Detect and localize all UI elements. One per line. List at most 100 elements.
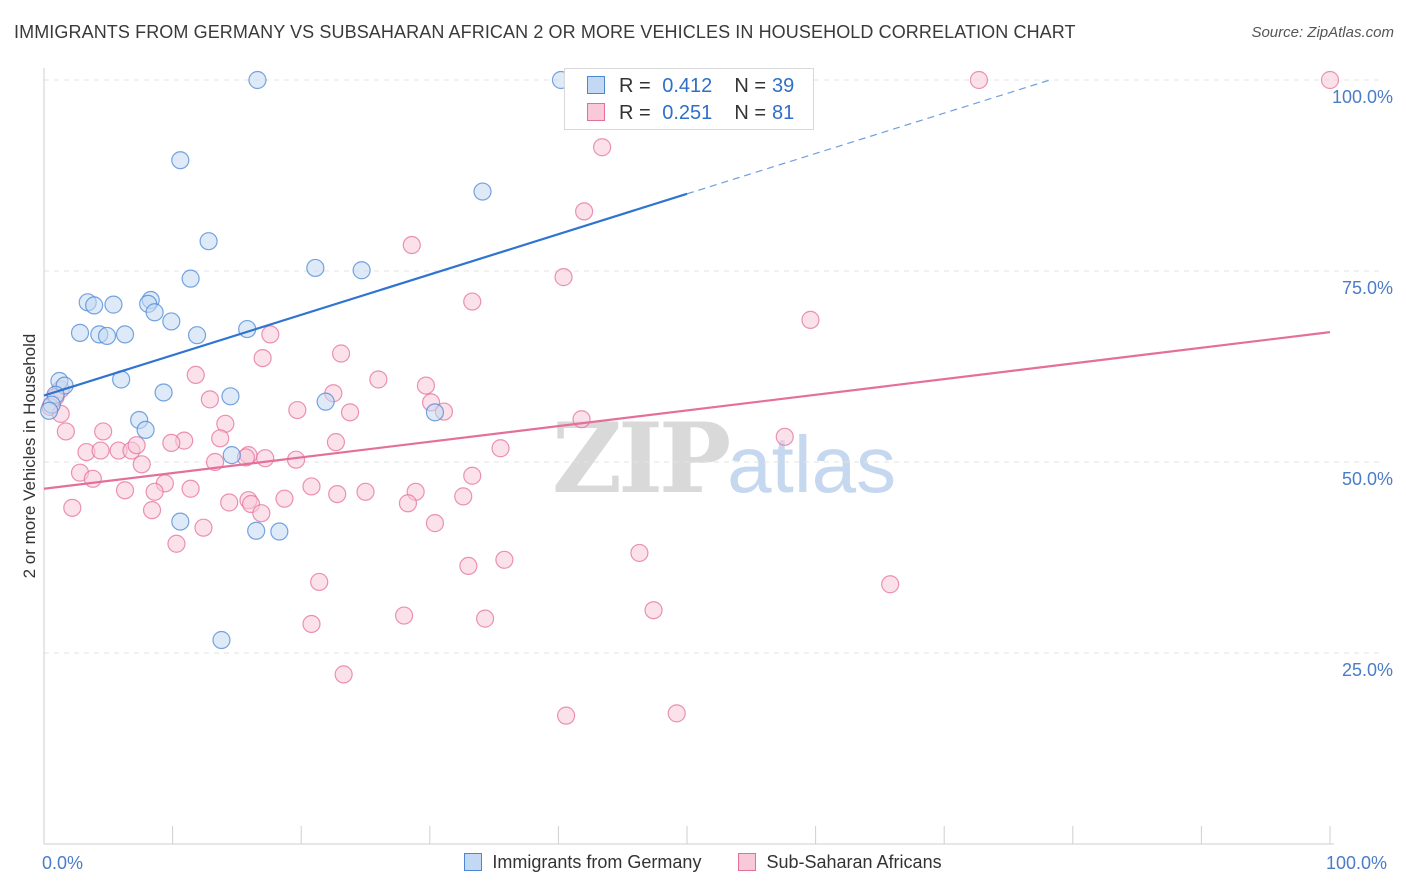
point-subsaharan <box>63 498 82 517</box>
point-subsaharan <box>644 601 663 620</box>
point-germany <box>247 521 266 540</box>
trend-line-germany-extension <box>686 79 1051 195</box>
point-germany <box>270 522 289 541</box>
point-germany <box>85 296 104 315</box>
series-legend: Immigrants from Germany Sub-Saharan Afri… <box>0 852 1406 873</box>
point-subsaharan <box>491 439 510 458</box>
point-germany <box>187 326 207 345</box>
r-value: 0.412 <box>662 75 713 97</box>
point-germany <box>171 512 190 531</box>
point-subsaharan <box>475 609 495 628</box>
point-germany <box>222 446 241 465</box>
point-subsaharan <box>575 202 594 221</box>
trend-line-subsaharan <box>43 331 1331 490</box>
point-germany <box>473 182 492 201</box>
point-subsaharan <box>554 268 573 287</box>
point-subsaharan <box>261 325 280 344</box>
point-subsaharan <box>252 504 271 523</box>
point-subsaharan <box>340 403 360 422</box>
point-germany <box>221 387 240 406</box>
stats-legend: R = 0.412 N = 39 R = 0.251 N = 81 <box>564 68 814 130</box>
legend-label-germany: Immigrants from Germany <box>492 852 702 872</box>
point-subsaharan <box>127 436 146 455</box>
point-subsaharan <box>394 606 414 625</box>
source-label: Source: ZipAtlas.com <box>1251 24 1394 41</box>
point-subsaharan <box>288 400 307 420</box>
n-value: 39 <box>772 75 795 97</box>
point-subsaharan <box>463 292 482 311</box>
subsaharan-legend-swatch <box>738 853 757 871</box>
point-germany <box>352 261 371 280</box>
n-value: 81 <box>772 102 795 124</box>
point-germany <box>97 326 117 346</box>
point-subsaharan <box>969 70 989 90</box>
point-subsaharan <box>275 489 294 508</box>
point-germany <box>40 401 59 420</box>
point-subsaharan <box>572 410 591 429</box>
germany-swatch <box>587 76 605 94</box>
point-subsaharan <box>630 543 649 563</box>
point-subsaharan <box>302 477 321 496</box>
point-germany <box>154 383 173 402</box>
point-subsaharan <box>398 494 418 513</box>
point-germany <box>212 630 231 650</box>
point-germany <box>316 392 335 411</box>
point-germany <box>199 232 218 251</box>
point-germany <box>248 70 267 90</box>
point-subsaharan <box>881 575 900 594</box>
point-germany <box>70 323 90 342</box>
point-subsaharan <box>91 441 110 460</box>
point-subsaharan <box>801 310 820 329</box>
point-subsaharan <box>402 235 421 255</box>
point-subsaharan <box>775 427 794 446</box>
point-subsaharan <box>1320 70 1340 90</box>
point-subsaharan <box>205 452 225 472</box>
stats-legend-row-germany: R = 0.412 N = 39 <box>587 75 794 99</box>
point-subsaharan <box>326 433 346 452</box>
point-subsaharan <box>454 487 473 506</box>
point-subsaharan <box>463 466 482 485</box>
point-germany <box>145 303 164 322</box>
r-value: 0.251 <box>662 102 713 124</box>
r-label: R = <box>619 75 651 97</box>
point-subsaharan <box>186 365 205 385</box>
point-subsaharan <box>253 348 272 368</box>
point-subsaharan <box>557 706 576 725</box>
point-subsaharan <box>459 556 478 576</box>
stats-legend-row-subsaharan: R = 0.251 N = 81 <box>587 102 794 126</box>
point-subsaharan <box>83 469 102 488</box>
point-germany <box>306 258 325 278</box>
point-subsaharan <box>194 518 213 537</box>
y-tick-label: 100.0% <box>1331 87 1393 107</box>
point-subsaharan <box>200 390 219 409</box>
point-subsaharan <box>302 614 321 634</box>
point-subsaharan <box>94 422 113 441</box>
n-label: N = <box>734 75 766 97</box>
point-germany <box>136 420 155 440</box>
subsaharan-swatch <box>587 103 605 121</box>
point-subsaharan <box>334 665 353 684</box>
point-germany <box>425 403 445 422</box>
point-subsaharan <box>495 550 514 569</box>
point-subsaharan <box>145 482 164 501</box>
point-germany <box>115 325 135 344</box>
points-germany <box>40 70 667 650</box>
point-germany <box>171 151 190 170</box>
legend-item-subsaharan: Sub-Saharan Africans <box>738 852 942 873</box>
y-tick-label: 50.0% <box>1341 469 1393 489</box>
point-subsaharan <box>356 482 375 501</box>
point-subsaharan <box>331 344 351 363</box>
point-subsaharan <box>256 449 275 468</box>
point-germany <box>162 312 181 331</box>
x-tick-label-min: 0.0% <box>42 853 84 873</box>
point-subsaharan <box>369 370 388 389</box>
point-subsaharan <box>181 479 200 498</box>
point-subsaharan <box>142 501 162 520</box>
legend-label-subsaharan: Sub-Saharan Africans <box>766 852 942 872</box>
point-subsaharan <box>167 534 186 553</box>
n-label: N = <box>734 102 766 124</box>
point-subsaharan <box>162 433 181 452</box>
legend-item-germany: Immigrants from Germany <box>464 852 701 873</box>
germany-legend-swatch <box>464 853 483 871</box>
